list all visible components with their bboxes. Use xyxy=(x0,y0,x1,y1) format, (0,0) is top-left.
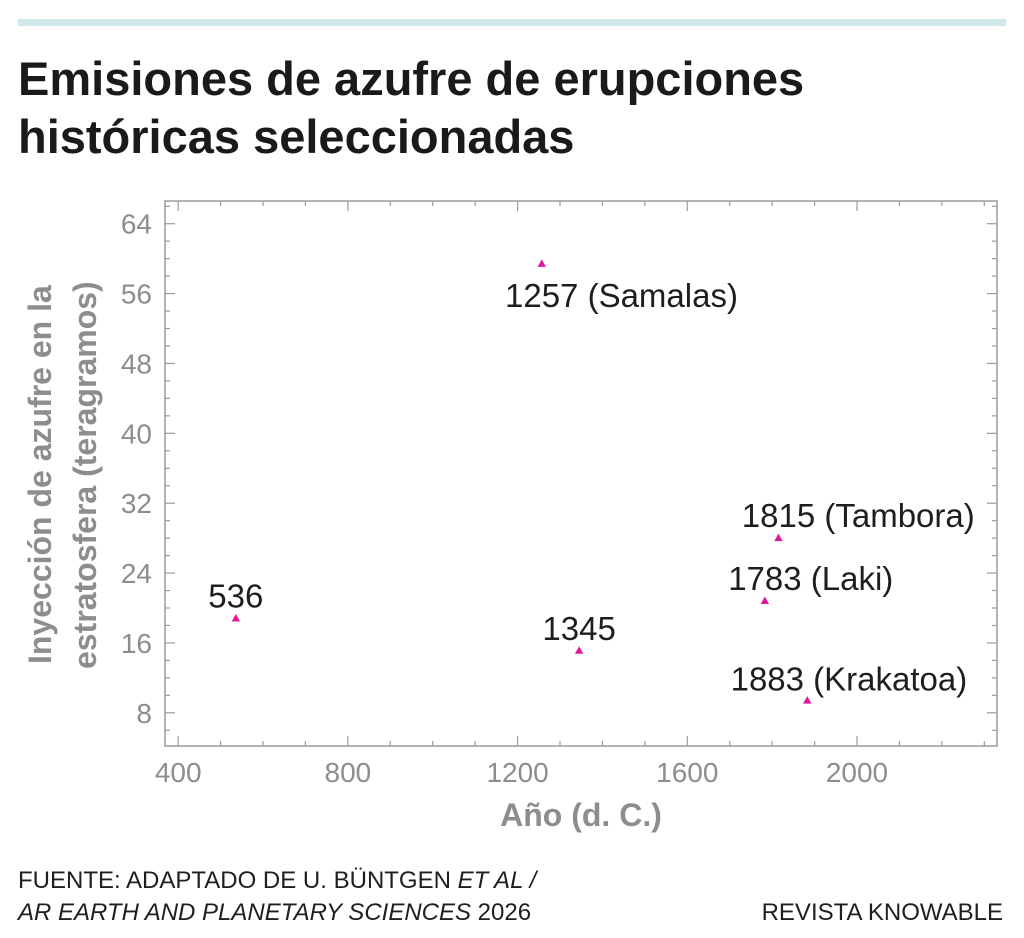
point-label: 536 xyxy=(208,578,263,615)
triangle-marker xyxy=(537,259,546,267)
x-tick-label: 800 xyxy=(325,757,372,788)
triangle-marker xyxy=(774,533,783,542)
point-label: 1345 xyxy=(542,610,615,647)
point-label: 1783 (Laki) xyxy=(728,560,893,597)
data-point: 1345 xyxy=(542,610,616,654)
x-tick-label: 2000 xyxy=(826,757,888,788)
data-point: 536 xyxy=(208,578,263,622)
plot-frame xyxy=(164,200,998,747)
y-tick-label: 48 xyxy=(121,349,152,380)
y-tick-label: 32 xyxy=(121,488,152,519)
source-year: 2026 xyxy=(477,899,532,926)
x-tick-label: 1600 xyxy=(656,757,718,788)
source-note: FUENTE: ADAPTADO DE U. BÜNTGEN ET AL / A… xyxy=(18,865,536,929)
point-label: 1257 (Samalas) xyxy=(505,277,738,314)
y-tick-label: 40 xyxy=(121,418,152,449)
y-axis-title: Inyección de azufre en la estratosfera (… xyxy=(22,281,103,669)
source-citation-text: FUENTE: ADAPTADO DE U. BÜNTGEN xyxy=(18,867,451,894)
y-tick-label: 24 xyxy=(121,558,152,589)
triangle-marker xyxy=(803,696,812,704)
data-point: 1815 (Tambora) xyxy=(742,497,975,542)
x-tick-labels: 400 800 1200 1600 2000 xyxy=(155,757,888,788)
data-point: 1883 (Krakatoa) xyxy=(731,661,968,704)
top-accent-bar xyxy=(18,19,1006,26)
data-points: 536 1257 (Samalas) 1345 1783 (Laki) 1815 (Ta… xyxy=(208,259,975,704)
source-journal-italic: AR EARTH AND PLANETARY SCIENCES xyxy=(18,899,471,926)
source-line-2: AR EARTH AND PLANETARY SCIENCES 2026 xyxy=(18,897,536,929)
source-line-1: FUENTE: ADAPTADO DE U. BÜNTGEN ET AL / xyxy=(18,865,536,897)
x-axis-title: Año (d. C.) xyxy=(500,797,662,833)
data-point: 1783 (Laki) xyxy=(728,560,893,604)
triangle-marker xyxy=(760,596,770,604)
publisher-credit: REVISTA KNOWABLE xyxy=(761,899,1003,926)
source-authors-italic: ET AL / xyxy=(457,867,537,894)
y-tick-label: 16 xyxy=(121,628,152,659)
point-label: 1883 (Krakatoa) xyxy=(731,661,968,698)
y-tick-labels: 8 16 24 32 40 48 56 64 xyxy=(121,209,152,729)
y-tick-label: 64 xyxy=(121,209,152,240)
scatter-chart: 400 800 1200 1600 2000 8 16 24 32 40 48 56 64 536 12… xyxy=(121,200,998,833)
axis-ticks xyxy=(165,201,997,746)
y-tick-label: 8 xyxy=(136,698,152,729)
chart-title: Emisiones de azufre de erupciones histór… xyxy=(18,52,805,163)
triangle-marker xyxy=(231,614,241,622)
point-label: 1815 (Tambora) xyxy=(742,497,975,534)
data-point: 1257 (Samalas) xyxy=(505,259,738,314)
x-tick-label: 1200 xyxy=(486,757,548,788)
triangle-marker xyxy=(574,646,584,654)
y-tick-label: 56 xyxy=(121,279,152,310)
x-tick-label: 400 xyxy=(155,757,202,788)
